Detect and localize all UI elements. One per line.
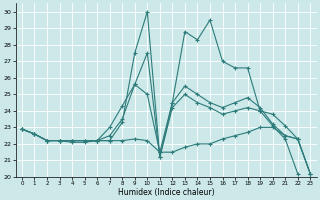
X-axis label: Humidex (Indice chaleur): Humidex (Indice chaleur) — [118, 188, 214, 197]
